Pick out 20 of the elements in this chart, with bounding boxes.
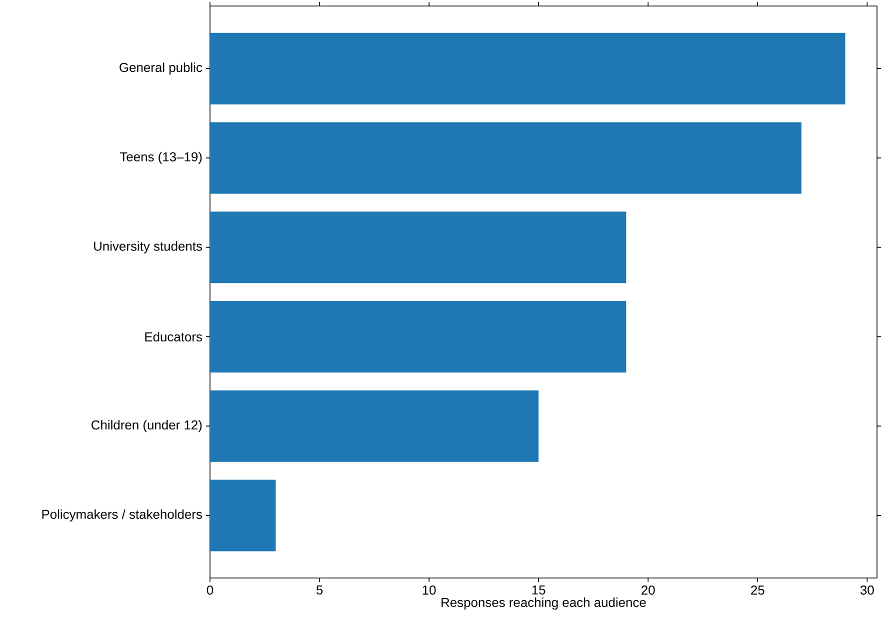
y-tick-label: Educators xyxy=(145,332,202,342)
bar xyxy=(210,480,276,552)
x-tick-label: 30 xyxy=(860,586,874,595)
bar xyxy=(210,32,846,104)
x-tick-label: 5 xyxy=(316,586,323,595)
x-tick-label: 0 xyxy=(206,586,214,595)
x-tick-label: 20 xyxy=(642,586,655,595)
y-tick-label: Children (under 12) xyxy=(92,420,202,432)
bar xyxy=(210,300,626,372)
x-axis-title: Responses reaching each audience xyxy=(442,598,646,610)
y-tick-label: General public xyxy=(120,62,202,75)
bar xyxy=(210,122,802,194)
bar xyxy=(210,212,626,284)
x-tick-label: 15 xyxy=(532,586,546,595)
x-tick-label: 25 xyxy=(751,586,764,595)
y-tick-label: Teens (13–19) xyxy=(120,152,202,164)
y-tick-label: Policymakers / stakeholders xyxy=(42,509,202,522)
y-tick-label: University students xyxy=(94,241,202,254)
x-tick-label: 10 xyxy=(422,586,436,595)
bar xyxy=(210,390,539,462)
